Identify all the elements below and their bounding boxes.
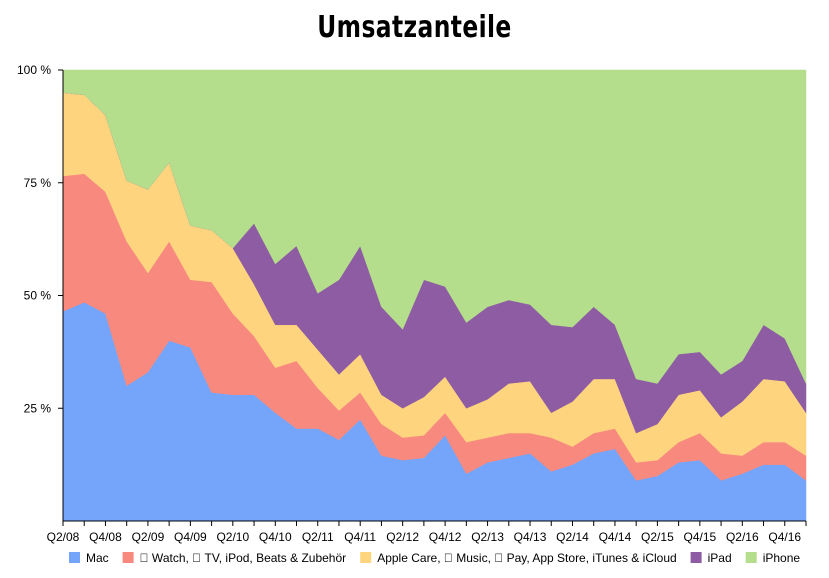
legend-swatch bbox=[69, 552, 80, 563]
x-tick-label: Q2/11 bbox=[302, 530, 334, 544]
x-tick-label: Q4/09 bbox=[174, 530, 207, 544]
legend-item-ipad: iPad bbox=[690, 551, 732, 565]
legend-item-iphone: iPhone bbox=[745, 551, 801, 565]
x-tick-label: Q4/12 bbox=[429, 530, 462, 544]
x-tick-label: Q2/10 bbox=[216, 530, 249, 544]
area-series-group bbox=[62, 69, 807, 522]
x-tick-label: Q4/11 bbox=[344, 530, 376, 544]
x-tick-label: Q2/14 bbox=[556, 530, 589, 544]
legend-label: Mac bbox=[86, 551, 109, 565]
legend-swatch bbox=[360, 552, 372, 563]
x-tick-label: Q2/09 bbox=[132, 530, 165, 544]
x-tick-label: Q4/15 bbox=[684, 530, 717, 544]
legend-label: Apple Care,  Music,  Pay, App Store, i… bbox=[377, 551, 676, 565]
x-tick-label: Q4/14 bbox=[599, 530, 632, 544]
x-tick-label: Q2/08 bbox=[47, 530, 80, 544]
legend-label: iPhone bbox=[763, 551, 801, 565]
legend-item-apple-care-music-pay-app-store-itunes-icloud: Apple Care,  Music,  Pay, App Store, i… bbox=[360, 551, 677, 565]
x-tick-label: Q4/16 bbox=[768, 530, 801, 544]
chart-title: Umsatzanteile bbox=[317, 10, 512, 45]
x-tick-label: Q2/13 bbox=[471, 530, 504, 544]
x-tick-label: Q2/16 bbox=[726, 530, 759, 544]
legend-swatch bbox=[690, 552, 702, 563]
x-tick-label: Q4/13 bbox=[514, 530, 547, 544]
x-tick-label: Q2/15 bbox=[641, 530, 674, 544]
area-series-iphone bbox=[62, 69, 807, 384]
x-tick-label: Q4/10 bbox=[259, 530, 292, 544]
y-tick-label: 75 % bbox=[24, 176, 52, 190]
legend-label: iPad bbox=[708, 551, 732, 565]
legend-swatch bbox=[745, 552, 757, 563]
legend: Mac  Watch,  TV, iPod, Beats & Zubehör A… bbox=[69, 551, 800, 565]
x-tick-label: Q4/08 bbox=[89, 530, 122, 544]
x-tick-label: Q2/12 bbox=[386, 530, 419, 544]
legend-item-mac: Mac bbox=[69, 551, 109, 565]
x-tick-group: Q2/08 Q4/08 Q2/09 Q4/09 Q2/10 Q4/10 Q2/11 Q4/11… bbox=[47, 521, 807, 544]
y-tick-label: 50 % bbox=[24, 289, 52, 303]
y-tick-label: 100 % bbox=[17, 63, 51, 77]
y-tick-group: 25 % 50 % 75 % 100 % bbox=[17, 63, 63, 415]
legend-item-watch-tv-ipod-beats-zubeh-r:  Watch,  TV, iPod, Beats & Zubehör bbox=[122, 551, 347, 565]
y-tick-label: 25 % bbox=[24, 401, 52, 415]
legend-label:  Watch,  TV, iPod, Beats & Zubehör bbox=[140, 551, 347, 565]
legend-swatch bbox=[122, 552, 134, 563]
